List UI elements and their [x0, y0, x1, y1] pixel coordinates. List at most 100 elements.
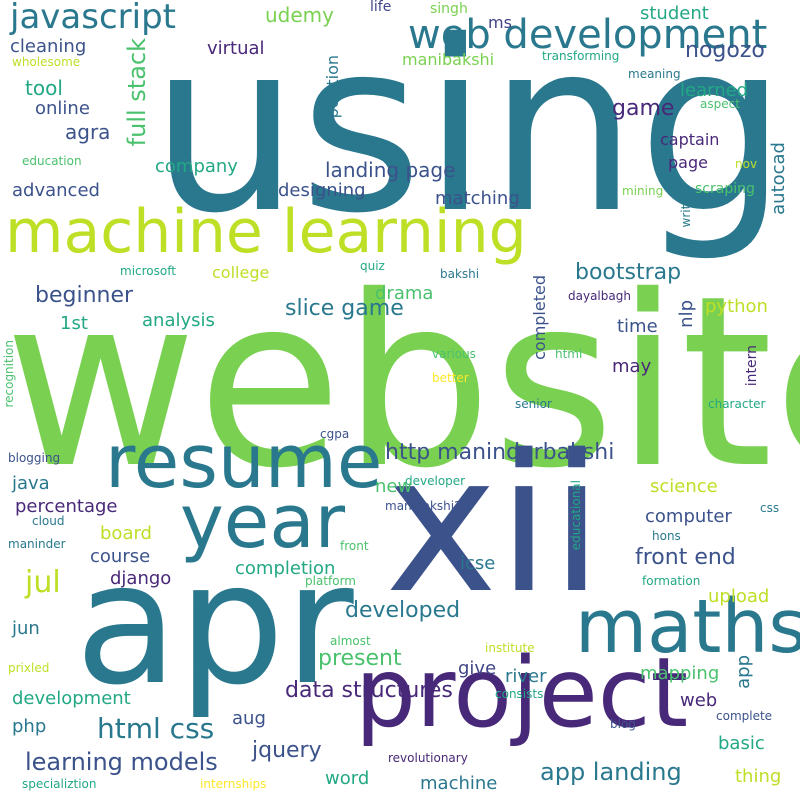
word-manibakshi: manibakshi [402, 50, 495, 69]
word-mapping: mapping [640, 663, 720, 684]
word-developed: developed [345, 598, 461, 623]
word-maths: maths [575, 584, 800, 670]
word-front: front [340, 539, 369, 553]
word-consists: consists [495, 687, 544, 701]
word-hons: hons [652, 529, 681, 543]
word-various: various [432, 347, 476, 361]
word-wholesome: wholesome [12, 55, 81, 69]
word-platform: platform [305, 574, 356, 588]
word-bakshi: bakshi [440, 267, 480, 281]
word-python: python [705, 296, 768, 317]
word-nogozo: nogozo [685, 38, 765, 63]
word-give: give [458, 658, 497, 679]
word-matching: matching [435, 188, 520, 209]
word-web-development: web development [408, 12, 768, 58]
word-project: project [355, 637, 689, 749]
word-beginner: beginner [35, 283, 134, 308]
word-microsoft: microsoft [120, 264, 176, 278]
word-revolutionary: revolutionary [388, 751, 468, 765]
word-http-maninderbakshi: http maninderbakshi [385, 440, 615, 465]
word-board: board [100, 523, 152, 544]
word-html: html [555, 347, 583, 361]
word-prixled: prixled [8, 661, 50, 675]
word-institute: institute [485, 641, 535, 655]
word-javascript: javascript [10, 0, 176, 37]
word-internships: internships [200, 777, 267, 791]
word-css: css [760, 501, 780, 515]
word-aspect: aspect [700, 97, 740, 111]
word-position: position [323, 55, 342, 119]
word-agra: agra [65, 120, 111, 144]
word-completed: completed [530, 275, 549, 360]
word-development: development [12, 688, 131, 709]
word-data-structures: data structures [285, 678, 453, 703]
word-udemy: udemy [265, 3, 334, 27]
word-upload: upload [708, 586, 770, 607]
word-using: using [150, 0, 788, 265]
word-percentage: percentage [15, 496, 118, 517]
word-word: word [325, 768, 370, 789]
word-meaning: meaning [628, 67, 681, 81]
word-computer: computer [645, 506, 732, 527]
word-app: app [733, 655, 754, 689]
word-mining: mining [622, 184, 664, 198]
word-education: education [22, 154, 82, 168]
word-django: django [110, 568, 172, 589]
word-college: college [212, 263, 270, 282]
word-analysis: analysis [142, 310, 215, 331]
word-blog: blog [610, 717, 636, 731]
word-better: better [432, 371, 469, 385]
word-developer: developer [405, 474, 466, 488]
word-aug: aug [232, 708, 266, 729]
word-machine: machine [420, 773, 498, 794]
word-year: year [180, 479, 346, 565]
word-designing: designing [278, 180, 366, 201]
word-cleaning: cleaning [10, 36, 87, 57]
word-may: may [612, 356, 652, 377]
word-jun: jun [12, 618, 40, 639]
word-resume: resume [105, 419, 383, 505]
word-new: new [375, 476, 413, 497]
word-virtual: virtual [207, 38, 265, 59]
word-intern: intern [744, 345, 760, 387]
word-java: java [12, 473, 50, 494]
word-php: php [12, 716, 47, 737]
word-student: student [640, 3, 709, 24]
word-dayalbagh: dayalbagh [568, 289, 631, 303]
word-website: website [4, 245, 800, 520]
word-life: life [370, 0, 392, 15]
word-page: page [668, 153, 708, 172]
word-cloud: cloud [32, 514, 65, 528]
word-jul: jul [25, 565, 61, 600]
word-science: science [650, 476, 718, 497]
word-completion: completion [235, 558, 336, 579]
word-basic: basic [718, 733, 765, 754]
word-time: time [617, 316, 658, 337]
word-educational: educational [569, 480, 583, 551]
word-manibakshi26: manibakshi26 [385, 499, 470, 513]
word-1st: 1st [60, 313, 88, 334]
word-formation: formation [642, 574, 701, 588]
word-ms: ms [488, 13, 512, 32]
word-written: written [679, 185, 693, 228]
word-html-css: html css [97, 712, 215, 745]
word-learned: learned [680, 80, 749, 101]
word-slice-game: slice game [285, 296, 404, 321]
word-advanced: advanced [12, 180, 100, 201]
word-maninder: maninder [8, 537, 66, 551]
word-bootstrap: bootstrap [575, 260, 682, 285]
word-company: company [155, 156, 238, 177]
word-quiz: quiz [360, 259, 385, 273]
word-cgpa: cgpa [320, 427, 350, 441]
word-learning-models: learning models [25, 748, 218, 776]
word-present: present [318, 646, 402, 671]
word-recognition: recognition [2, 340, 16, 408]
word-transforming: transforming [542, 49, 620, 63]
word-blogging: blogging [8, 451, 61, 465]
word-icse: icse [460, 553, 496, 574]
word-specializtion: specializtion [22, 777, 97, 791]
word-jquery: jquery [252, 738, 322, 763]
word-online: online [35, 98, 90, 119]
word-almost: almost [330, 634, 371, 648]
